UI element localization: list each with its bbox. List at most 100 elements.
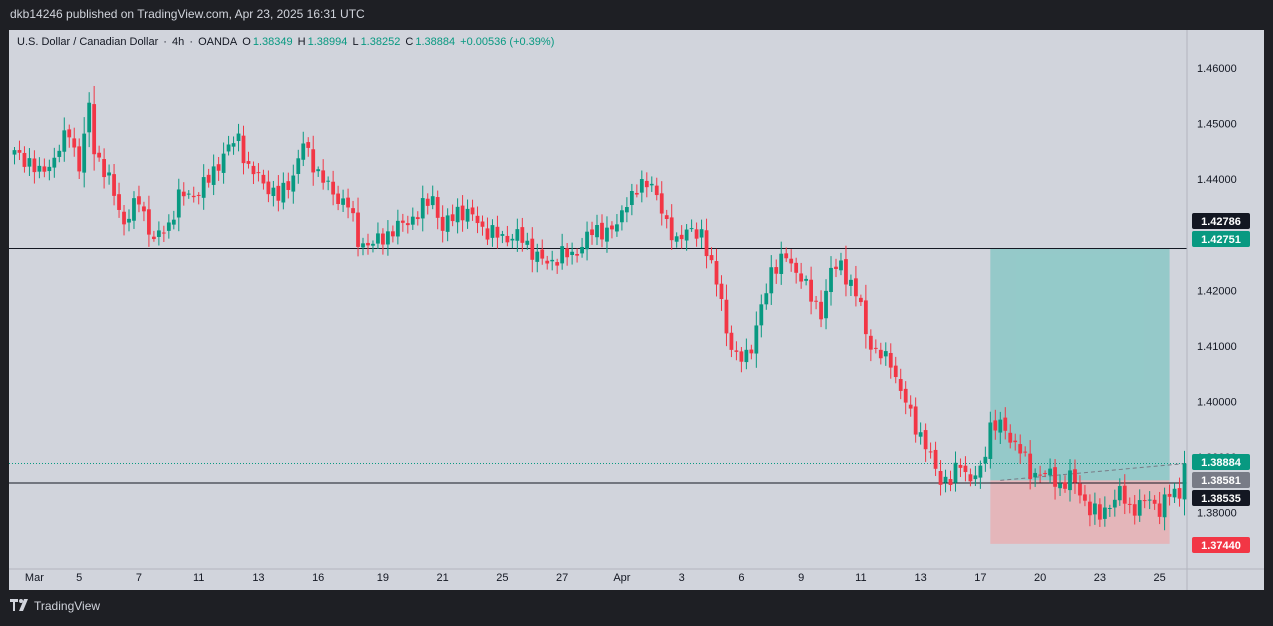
- open-label: O: [242, 36, 251, 48]
- time-tick-label: 9: [798, 572, 804, 584]
- time-tick-label: 25: [1153, 572, 1165, 584]
- candle-body: [595, 225, 599, 238]
- candle-body: [361, 243, 365, 248]
- candle-body: [206, 174, 211, 183]
- chart-pane[interactable]: 1.380001.390001.400001.410001.420001.440…: [9, 30, 1264, 590]
- candle-body: [580, 246, 584, 254]
- candle-body: [366, 242, 370, 246]
- candle-body: [1182, 463, 1187, 500]
- time-tick-label: 27: [556, 572, 568, 584]
- symbol-name: U.S. Dollar / Canadian Dollar: [17, 36, 159, 48]
- candle-body: [948, 479, 953, 485]
- candle-body: [1117, 486, 1122, 501]
- candle-body: [256, 172, 261, 174]
- candle-body: [819, 301, 823, 320]
- candle-body: [142, 206, 146, 212]
- price-label-bg: [1192, 231, 1250, 247]
- candle-body: [590, 229, 594, 236]
- price-label-bg: [1192, 454, 1250, 470]
- candle-body: [32, 158, 37, 173]
- candle-body: [470, 207, 475, 215]
- legend-sep: ·: [189, 36, 194, 48]
- candle-body: [450, 214, 455, 222]
- time-tick-label: 23: [1094, 572, 1106, 584]
- candle-body: [649, 183, 654, 186]
- candle-body: [112, 174, 116, 196]
- candle-body: [1097, 504, 1102, 520]
- brand-name[interactable]: TradingView: [34, 599, 101, 613]
- candle-body: [445, 215, 450, 232]
- candle-body: [271, 187, 276, 197]
- candle-body: [1073, 469, 1077, 483]
- candle-body: [669, 217, 674, 241]
- candle-body: [27, 158, 32, 167]
- candle-body: [201, 177, 206, 198]
- close-label: C: [405, 36, 414, 48]
- candle-body: [1013, 440, 1018, 443]
- candle-body: [52, 157, 57, 168]
- candle-body: [1048, 468, 1052, 476]
- time-tick-label: Apr: [613, 572, 630, 584]
- candle-body: [296, 158, 301, 174]
- candle-body: [1107, 508, 1112, 510]
- candle-body: [420, 198, 425, 219]
- candle-body: [973, 475, 978, 480]
- candle-body: [779, 253, 784, 274]
- candle-body: [147, 209, 151, 235]
- time-tick-label: Mar: [25, 572, 44, 584]
- candle-body: [132, 198, 136, 221]
- low-label: L: [352, 36, 359, 48]
- top-bar: dkb14246 published on TradingView.com, A…: [0, 0, 1273, 30]
- candle-body: [605, 227, 609, 242]
- candle-body: [883, 351, 888, 357]
- candle-body: [769, 267, 774, 294]
- price-tick-label: 1.42000: [1197, 285, 1237, 297]
- candle-body: [674, 236, 679, 242]
- candle-body: [1023, 451, 1028, 453]
- candle-body: [560, 246, 565, 264]
- time-tick-label: 13: [915, 572, 927, 584]
- candle-body: [12, 150, 17, 155]
- candle-body: [1127, 503, 1132, 505]
- candle-body: [490, 225, 495, 238]
- price-label-bg: [1192, 472, 1250, 488]
- candle-body: [400, 220, 405, 223]
- candle-body: [839, 260, 843, 271]
- candle-body: [620, 210, 624, 223]
- candle-body: [555, 262, 560, 266]
- footer: TradingView: [10, 599, 100, 617]
- candles: [12, 85, 1187, 531]
- candle-body: [510, 238, 515, 241]
- candle-body: [739, 351, 744, 362]
- candle-body: [953, 462, 958, 483]
- candle-body: [629, 191, 634, 206]
- low-value: 1.38252: [360, 36, 401, 48]
- candle-body: [1058, 483, 1062, 489]
- candle-body: [196, 194, 201, 196]
- candle-body: [191, 195, 196, 198]
- source-label: OANDA: [198, 36, 238, 48]
- candle-body: [923, 430, 928, 450]
- price-tick-label: 1.40000: [1197, 396, 1237, 408]
- candle-body: [849, 279, 853, 286]
- candle-body: [520, 227, 525, 243]
- candle-body: [72, 138, 77, 148]
- candle-body: [351, 208, 355, 214]
- candle-body: [540, 249, 545, 259]
- candle-body: [565, 248, 570, 258]
- candle-body: [117, 194, 121, 210]
- tradingview-logo-icon[interactable]: [10, 599, 30, 614]
- candle-body: [1003, 417, 1008, 431]
- candle-body: [1038, 474, 1043, 476]
- candle-body: [734, 350, 739, 352]
- candle-body: [166, 222, 171, 231]
- price-label-text: 1.38581: [1201, 475, 1241, 487]
- candle-body: [943, 476, 948, 483]
- candle-body: [1063, 482, 1067, 489]
- candle-body: [709, 255, 714, 261]
- candle-body: [62, 130, 67, 152]
- candle-body: [515, 229, 520, 241]
- candle-body: [799, 273, 804, 282]
- candlestick-chart[interactable]: 1.380001.390001.400001.410001.420001.440…: [9, 30, 1264, 590]
- interval-label[interactable]: 4h: [172, 36, 185, 48]
